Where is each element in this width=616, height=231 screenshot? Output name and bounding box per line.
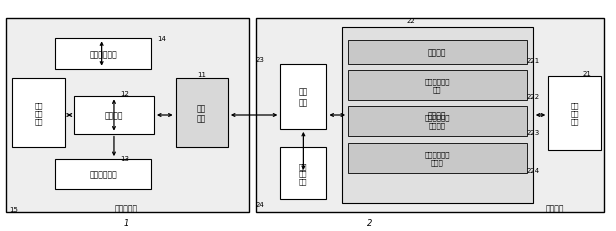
Text: 223: 223 xyxy=(527,130,540,136)
Bar xyxy=(348,143,527,173)
Bar xyxy=(348,70,527,100)
Text: 23: 23 xyxy=(256,57,264,63)
Text: 11: 11 xyxy=(197,72,206,78)
Text: 15: 15 xyxy=(9,206,18,212)
Text: 主控模块: 主控模块 xyxy=(428,111,447,120)
Text: 个性化参数获
取单元: 个性化参数获 取单元 xyxy=(424,151,450,165)
Text: 信息
存储
模块: 信息 存储 模块 xyxy=(299,162,307,184)
Text: 胶囊冲调机: 胶囊冲调机 xyxy=(115,204,138,212)
Bar xyxy=(548,76,601,150)
Text: 2: 2 xyxy=(367,219,372,227)
Text: 输入
输出
模块: 输入 输出 模块 xyxy=(570,102,578,124)
Text: 221: 221 xyxy=(527,58,540,64)
Text: 12: 12 xyxy=(120,91,129,97)
Bar xyxy=(176,79,228,148)
Bar xyxy=(6,18,249,213)
Text: 控制模块: 控制模块 xyxy=(105,111,123,120)
Text: 222: 222 xyxy=(527,94,540,100)
Text: 通信
模块: 通信 模块 xyxy=(299,87,308,107)
Bar xyxy=(55,159,151,189)
Text: 胶囊信息获取
单元: 胶囊信息获取 单元 xyxy=(424,78,450,93)
Bar xyxy=(12,79,65,148)
Text: 通信
模块: 通信 模块 xyxy=(197,103,206,123)
Bar xyxy=(55,39,151,69)
Bar xyxy=(348,106,527,136)
Text: 移动终端: 移动终端 xyxy=(545,204,564,212)
Bar xyxy=(348,40,527,65)
Bar xyxy=(74,97,154,134)
Text: 工作执行模块: 工作执行模块 xyxy=(89,170,117,179)
Text: 13: 13 xyxy=(120,155,129,161)
Text: 指令
转换
模块: 指令 转换 模块 xyxy=(34,102,43,124)
Bar xyxy=(256,18,604,213)
Bar xyxy=(280,148,326,199)
Text: 建议冲调参数
获取单元: 建议冲调参数 获取单元 xyxy=(424,114,450,128)
Text: 24: 24 xyxy=(256,201,264,207)
Text: 指令单元: 指令单元 xyxy=(428,48,447,57)
Bar xyxy=(342,28,533,203)
Text: 224: 224 xyxy=(527,167,540,173)
Text: 状态监测模块: 状态监测模块 xyxy=(89,50,117,59)
Text: 1: 1 xyxy=(124,219,129,227)
Text: 22: 22 xyxy=(407,18,415,24)
Bar xyxy=(280,65,326,129)
Text: 21: 21 xyxy=(582,71,591,77)
Text: 14: 14 xyxy=(157,36,166,42)
